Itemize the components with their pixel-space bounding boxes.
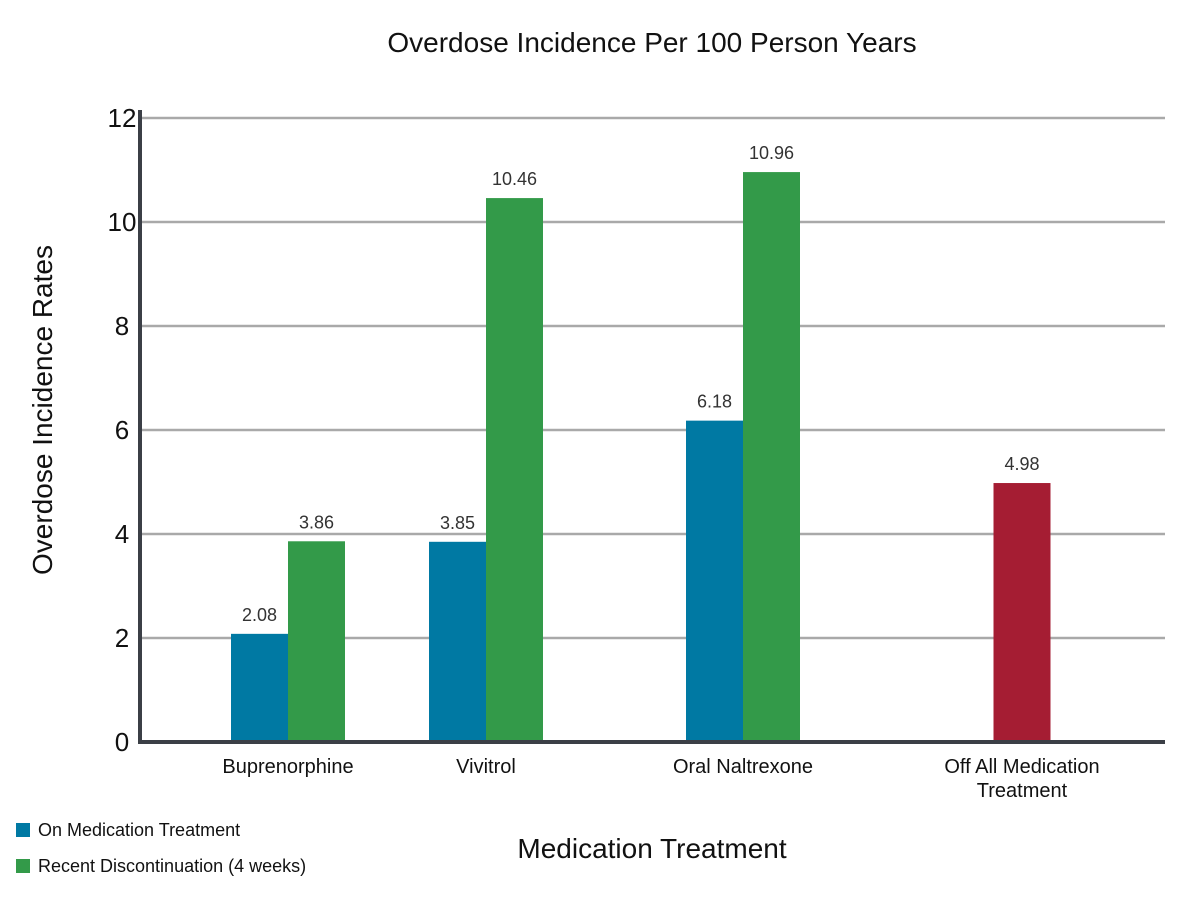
x-tick-label: Vivitrol [456, 756, 516, 778]
data-label: 2.08 [242, 605, 277, 625]
y-tick-label: 2 [115, 623, 129, 653]
bar [486, 198, 543, 742]
legend-label: On Medication Treatment [38, 819, 241, 840]
bar [743, 172, 800, 742]
bar [686, 420, 743, 742]
x-axis-title: Medication Treatment [517, 833, 786, 864]
x-tick-label: Buprenorphine [222, 756, 353, 778]
legend-item-on-medication: On Medication Treatment [16, 812, 306, 848]
data-label: 3.85 [440, 513, 475, 533]
x-tick-label-line: Off All Medication [944, 756, 1099, 778]
data-label: 3.86 [299, 512, 334, 532]
y-tick-label: 12 [108, 103, 137, 133]
legend-swatch [16, 859, 30, 873]
bars [231, 172, 1051, 742]
legend: On Medication Treatment Recent Discontin… [16, 812, 306, 884]
y-tick-label: 6 [115, 415, 129, 445]
y-axis-title: Overdose Incidence Rates [27, 245, 58, 575]
bar [231, 633, 288, 742]
x-tick-label: Off All Medication Treatment [944, 756, 1099, 802]
x-tick-label: Oral Naltrexone [673, 756, 813, 778]
x-tick-label-line: Oral Naltrexone [673, 756, 813, 778]
bar [288, 541, 345, 742]
bar [993, 483, 1051, 742]
data-label: 10.46 [492, 169, 537, 189]
chart-title: Overdose Incidence Per 100 Person Years [387, 27, 916, 58]
legend-item-recent-discontinuation: Recent Discontinuation (4 weeks) [16, 848, 306, 884]
legend-label: Recent Discontinuation (4 weeks) [38, 855, 307, 876]
x-tick-label-line: Vivitrol [456, 756, 516, 778]
axes [138, 110, 1165, 744]
bar [429, 541, 486, 742]
data-label: 10.96 [749, 143, 794, 163]
legend-swatch [16, 823, 30, 837]
x-tick-label-line: Buprenorphine [222, 756, 353, 778]
y-tick-label: 4 [115, 519, 129, 549]
y-tick-label: 0 [115, 727, 129, 757]
y-tick-label: 8 [115, 311, 129, 341]
y-tick-labels: 0 2 4 6 8 10 12 [108, 103, 137, 757]
data-label: 4.98 [1004, 454, 1039, 474]
x-tick-label-line: Treatment [977, 780, 1068, 802]
data-labels: 2.08 3.86 3.85 10.46 6.18 10.96 4.98 [242, 143, 1040, 625]
x-tick-labels: Buprenorphine Vivitrol Oral Naltrexone Off … [222, 756, 1099, 802]
data-label: 6.18 [697, 392, 732, 412]
y-tick-label: 10 [108, 207, 137, 237]
